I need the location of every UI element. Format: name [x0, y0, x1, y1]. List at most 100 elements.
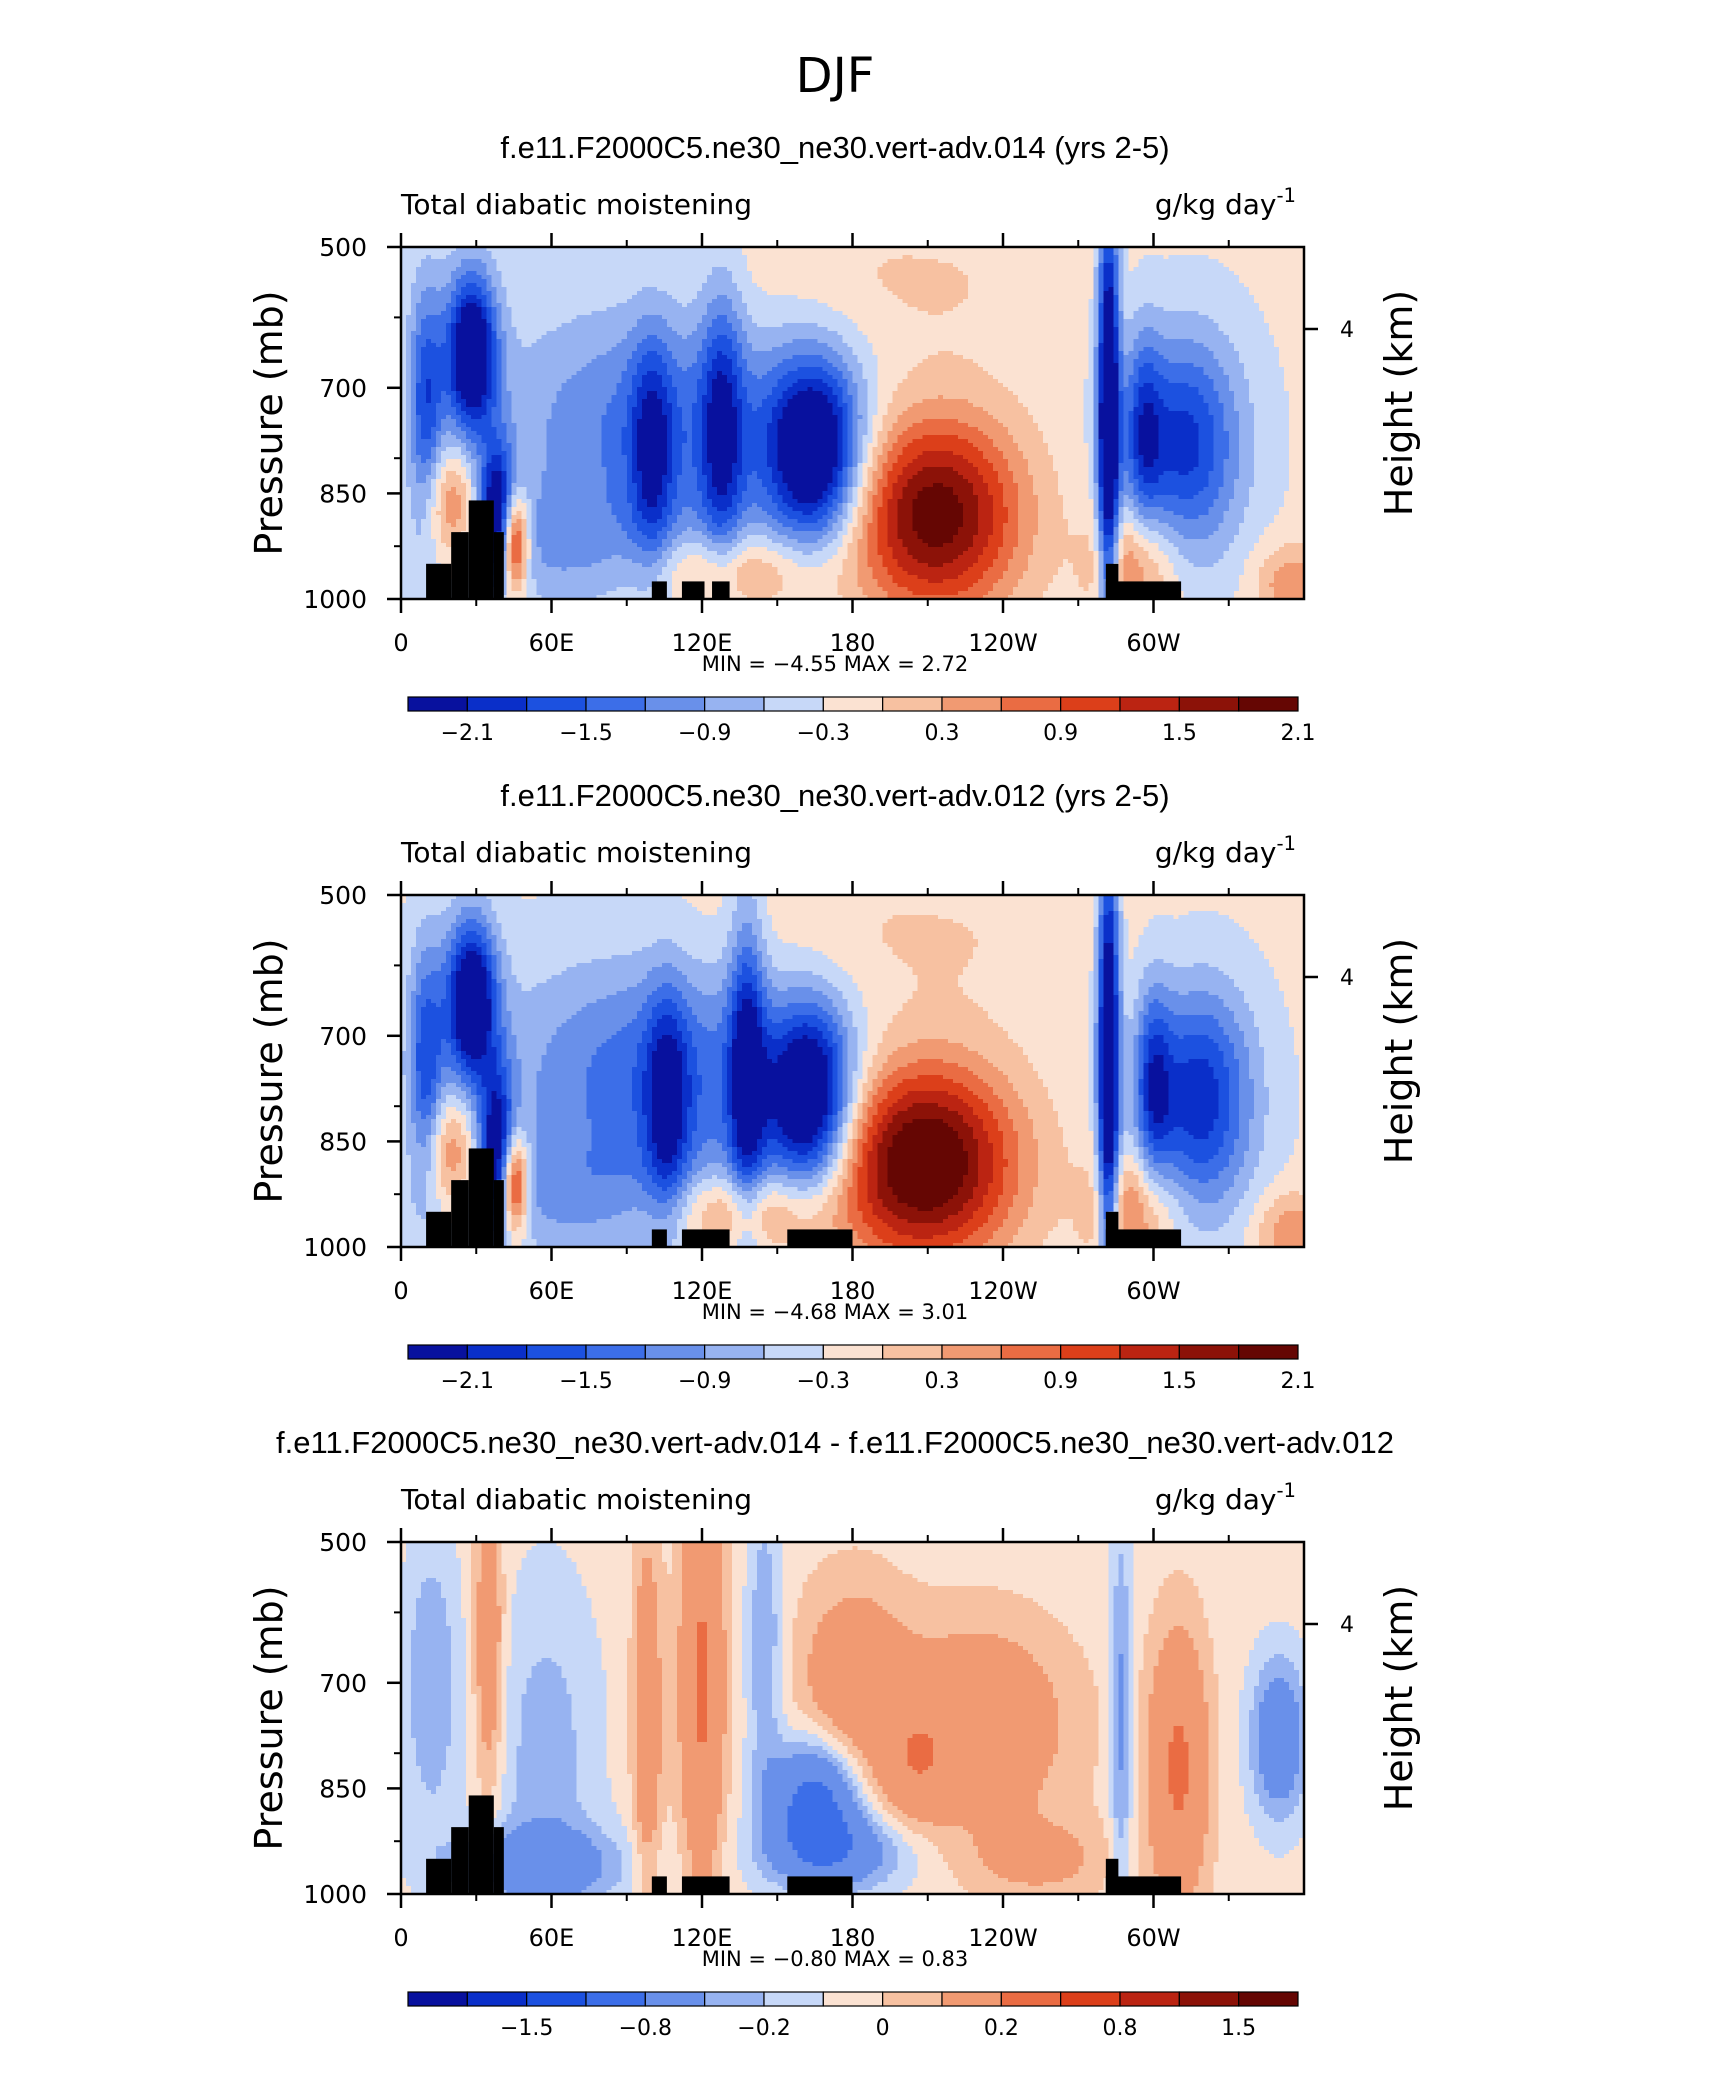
field-cell	[757, 935, 763, 940]
field-cell	[1238, 439, 1255, 444]
field-cell	[481, 259, 497, 264]
field-cell	[872, 435, 879, 440]
field-cell	[902, 491, 919, 496]
field-cell	[1093, 979, 1099, 984]
field-cell	[681, 531, 703, 536]
field-cell	[732, 991, 738, 996]
field-cell	[451, 319, 457, 324]
field-cell	[1138, 507, 1165, 512]
field-cell	[631, 539, 663, 544]
field-cell	[401, 443, 407, 448]
field-cell	[1098, 403, 1119, 408]
field-cell	[696, 511, 708, 516]
field-cell	[401, 1007, 407, 1012]
field-cell	[742, 551, 778, 556]
field-cell	[1118, 435, 1124, 440]
field-cell	[416, 523, 422, 528]
field-cell	[1273, 339, 1305, 344]
field-cell	[1243, 999, 1285, 1004]
field-cell	[892, 495, 904, 500]
field-cell	[1123, 979, 1140, 984]
field-cell	[676, 395, 698, 400]
field-cell	[1238, 411, 1255, 416]
field-cell	[1158, 395, 1205, 400]
field-cell	[867, 523, 879, 528]
field-cell	[857, 479, 864, 484]
field-cell	[1083, 395, 1094, 400]
field-cell	[852, 511, 859, 516]
field-cell	[481, 395, 492, 400]
field-cell	[681, 971, 728, 976]
field-cell	[1118, 279, 1124, 284]
field-cell	[501, 347, 507, 352]
field-cell	[777, 423, 839, 428]
field-cell	[902, 487, 924, 492]
field-cell	[461, 503, 467, 508]
field-cell	[977, 519, 994, 524]
field-cell	[1223, 999, 1245, 1004]
field-cell	[441, 483, 467, 488]
field-cell	[992, 523, 1004, 528]
field-cell	[666, 363, 678, 368]
field-cell	[1098, 935, 1104, 940]
field-cell	[1013, 475, 1034, 480]
field-cell	[732, 399, 743, 404]
field-cell	[757, 963, 763, 968]
field-cell	[641, 979, 688, 984]
field-cell	[992, 507, 1009, 512]
field-cell	[441, 491, 447, 496]
field-cell	[456, 435, 467, 440]
field-cell	[1118, 915, 1124, 920]
field-cell	[857, 539, 869, 544]
field-cell	[526, 535, 533, 540]
field-cell	[787, 483, 829, 488]
field-cell	[681, 419, 693, 424]
field-cell	[822, 391, 834, 396]
field-cell	[842, 371, 854, 376]
field-cell	[401, 923, 422, 928]
field-cell	[491, 343, 497, 348]
field-cell	[501, 923, 733, 928]
field-cell	[732, 467, 743, 472]
field-cell	[481, 475, 487, 480]
field-cell	[852, 539, 859, 544]
field-cell	[862, 367, 879, 372]
field-cell	[1083, 387, 1094, 392]
field-cell	[1043, 435, 1084, 440]
field-cell	[717, 487, 728, 492]
field-cell	[877, 411, 889, 416]
field-cell	[496, 955, 502, 960]
field-cell	[1018, 519, 1039, 524]
field-cell	[1113, 923, 1119, 928]
field-cell	[1223, 555, 1250, 560]
field-cell	[636, 423, 668, 428]
field-cell	[1048, 587, 1084, 592]
field-cell	[401, 335, 407, 340]
field-cell	[691, 507, 708, 512]
field-cell	[401, 403, 407, 408]
field-cell	[626, 359, 643, 364]
field-cell	[1118, 359, 1124, 364]
field-cell	[401, 391, 407, 396]
field-cell	[892, 399, 924, 404]
field-cell	[1208, 507, 1230, 512]
field-cell	[772, 515, 788, 520]
field-cell	[436, 467, 442, 472]
field-cell	[1223, 331, 1270, 336]
field-cell	[1098, 999, 1104, 1004]
field-cell	[767, 511, 783, 516]
field-cell	[496, 343, 502, 348]
field-cell	[782, 587, 839, 592]
field-cell	[782, 939, 884, 944]
field-cell	[606, 411, 628, 416]
topography-block	[681, 581, 705, 599]
field-cell	[1133, 503, 1145, 508]
field-cell	[481, 455, 487, 460]
field-cell	[872, 515, 879, 520]
field-cell	[456, 391, 462, 396]
field-cell	[742, 399, 748, 404]
field-cell	[1123, 415, 1130, 420]
field-cell	[401, 975, 407, 980]
field-cell	[1058, 571, 1074, 576]
field-cell	[1233, 919, 1305, 924]
